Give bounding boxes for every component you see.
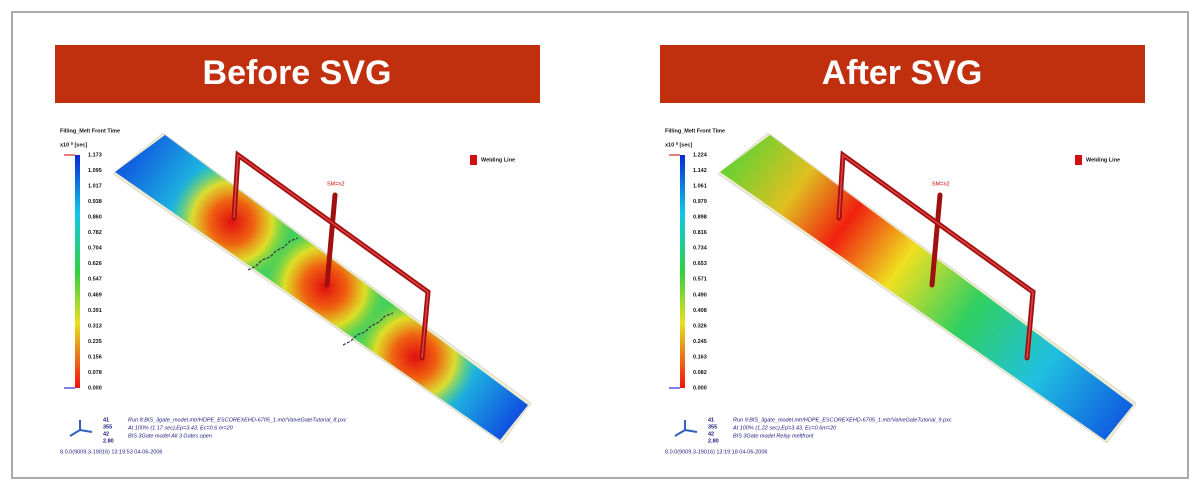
scale-label: 0.082 bbox=[693, 370, 707, 376]
scale-label: 0.938 bbox=[88, 199, 102, 205]
scale-label: 0.000 bbox=[88, 385, 102, 391]
legend-title: Filling_Melt Front Time bbox=[665, 128, 725, 134]
scale-label: 0.408 bbox=[693, 308, 707, 314]
runner-highlight bbox=[838, 153, 1034, 359]
scale-label: 1.095 bbox=[88, 168, 102, 174]
version-line: 8.0.0(9009.3-19016) 13:19:18 04-06-2006 bbox=[665, 449, 767, 455]
scale-label: 0.547 bbox=[88, 277, 102, 283]
scale-label: 1.017 bbox=[88, 184, 102, 190]
legend-item: Welding Line bbox=[481, 157, 515, 163]
scale-label: 0.391 bbox=[88, 308, 102, 314]
header-bar bbox=[55, 45, 540, 103]
scale-label: 0.245 bbox=[693, 339, 707, 345]
scale-label: 0.898 bbox=[693, 215, 707, 221]
legend-swatch bbox=[1075, 155, 1082, 165]
scale-label: 0.000 bbox=[693, 385, 707, 391]
header-title: After SVG bbox=[822, 54, 983, 92]
scale-label: 0.860 bbox=[88, 215, 102, 221]
scale-label: 0.571 bbox=[693, 277, 707, 283]
panel: After SVG Filling_Melt Front Time x10 ⁰ [s… bbox=[660, 45, 1145, 455]
unit-label: x10 ⁰ [sec] bbox=[60, 141, 87, 148]
legend-swatch bbox=[470, 155, 477, 165]
axis-value: 41 bbox=[708, 417, 714, 423]
header-bar bbox=[660, 45, 1145, 103]
frame bbox=[11, 11, 1189, 479]
scale-label: 0.313 bbox=[88, 323, 102, 329]
scale-label: 0.163 bbox=[693, 354, 707, 360]
scale-label: 0.235 bbox=[88, 339, 102, 345]
runner bbox=[324, 192, 338, 288]
footer-line: At 100% (1.17 sec),Ep=3.43, Ec=0.6 m=20 bbox=[127, 425, 234, 431]
scale-label: 0.469 bbox=[88, 292, 102, 298]
scale-label: 1.061 bbox=[693, 184, 707, 190]
axis-value: 2.80 bbox=[708, 438, 719, 444]
gate-label: SM=n2 bbox=[327, 181, 345, 187]
footer-line: Run 8:BIS_3gate_model.mtr/HDPE_ESCOREXEH… bbox=[128, 417, 347, 423]
color-scale bbox=[75, 155, 80, 388]
header-title: Before SVG bbox=[203, 54, 392, 92]
axis-value: 355 bbox=[103, 424, 112, 430]
scale-label: 0.734 bbox=[693, 246, 708, 252]
color-scale bbox=[680, 155, 685, 388]
hot-spots bbox=[170, 160, 477, 419]
scale-label: 0.626 bbox=[88, 261, 102, 267]
axis-triad bbox=[69, 420, 93, 437]
unit-label: x10 ⁰ [sec] bbox=[665, 141, 692, 148]
axis-triad bbox=[674, 420, 698, 437]
panel: Before SVG Filling_Melt Front Time x10 ⁰ [… bbox=[55, 45, 540, 455]
scale-label: 0.078 bbox=[88, 370, 102, 376]
axis-value: 41 bbox=[103, 417, 109, 423]
footer-line: BIS 3Gate model All 3 Gates open bbox=[128, 433, 212, 439]
footer-line: At 100% (1.22 sec),Ep=3.43, Ec=0.6m=20 bbox=[732, 425, 837, 431]
axis-value: 2.80 bbox=[103, 438, 114, 444]
runner-highlight bbox=[233, 153, 429, 359]
footer-line: Run 9:BIS_3gate_model.mtr/HDPE_ESCOREXEH… bbox=[733, 417, 952, 423]
weld-line bbox=[247, 237, 299, 271]
gate-label: SM=n2 bbox=[932, 181, 950, 187]
gate-hotspot bbox=[353, 295, 477, 419]
scale-label: 1.142 bbox=[693, 168, 707, 174]
scale-label: 0.782 bbox=[88, 230, 102, 236]
version-line: 8.0.0(9009.3-19016) 13:19:53 04-06-2006 bbox=[60, 449, 162, 455]
legend-item: Welding Line bbox=[1086, 157, 1120, 163]
scale-label: 0.979 bbox=[693, 199, 707, 205]
scale-label: 1.224 bbox=[693, 152, 708, 158]
weld-line bbox=[342, 312, 394, 346]
scale-label: 0.653 bbox=[693, 261, 707, 267]
plate-result bbox=[720, 135, 1133, 440]
scale-label: 0.704 bbox=[88, 246, 103, 252]
scale-label: 0.490 bbox=[693, 292, 707, 298]
scale-label: 0.816 bbox=[693, 230, 707, 236]
axis-value: 42 bbox=[103, 431, 109, 437]
axis-value: 355 bbox=[708, 424, 717, 430]
scale-label: 0.156 bbox=[88, 354, 102, 360]
axis-value: 42 bbox=[708, 431, 714, 437]
scale-label: 0.326 bbox=[693, 323, 707, 329]
runner bbox=[929, 192, 943, 288]
legend-title: Filling_Melt Front Time bbox=[60, 128, 120, 134]
footer-line: BIS 3Gate model Relay meltfront bbox=[733, 433, 814, 439]
scale-label: 1.173 bbox=[88, 152, 102, 158]
